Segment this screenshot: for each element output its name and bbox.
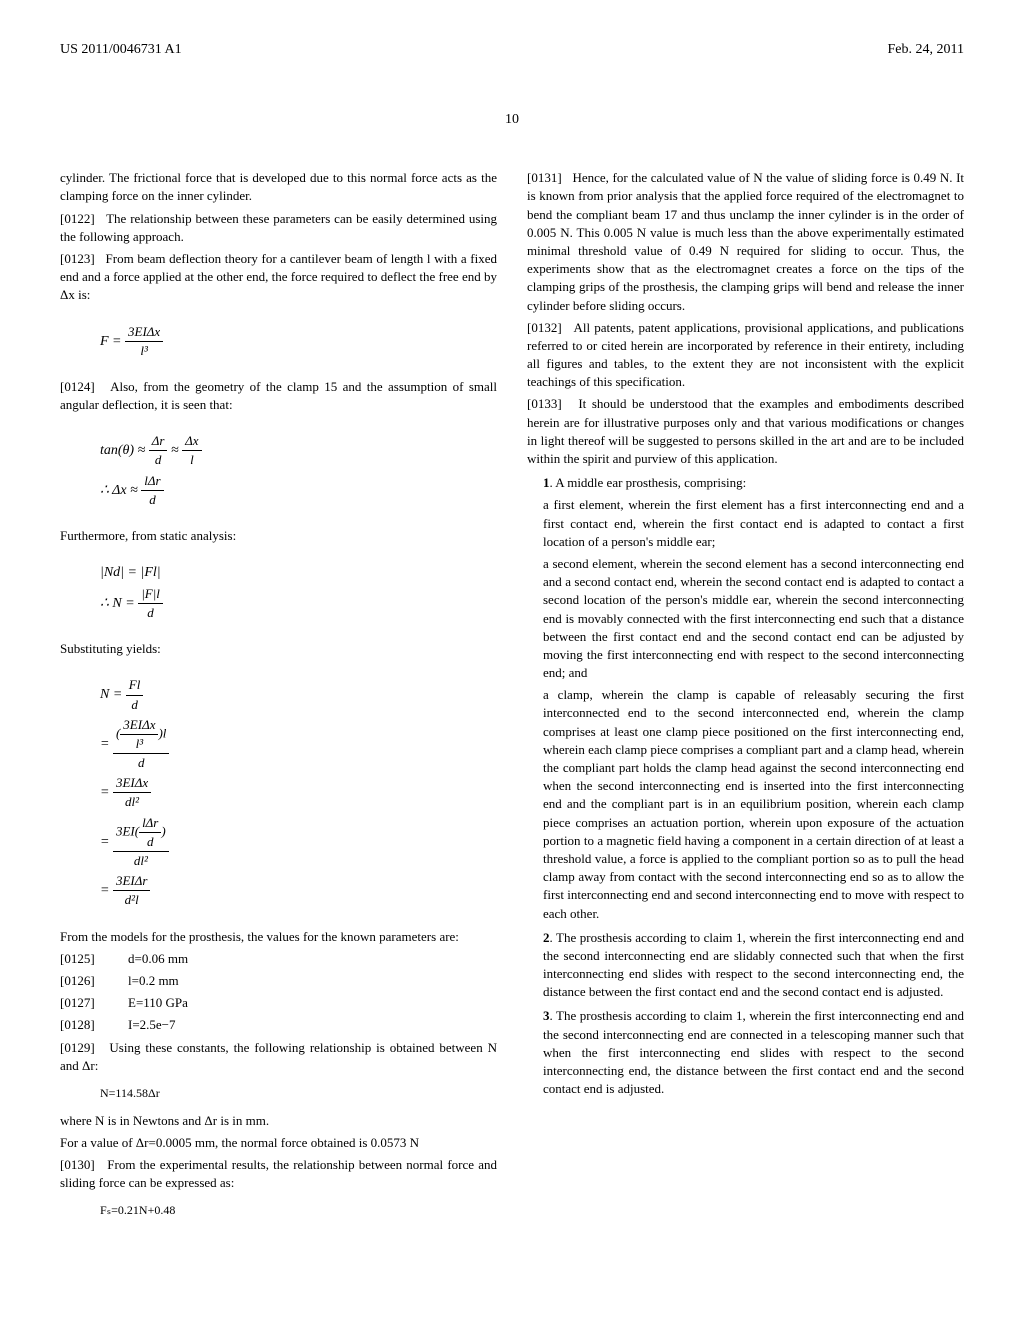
- claim-2-text: . The prosthesis according to claim 1, w…: [543, 930, 964, 1000]
- claim-1-intro: . A middle ear prosthesis, comprising:: [550, 475, 747, 490]
- left-column: cylinder. The frictional force that is d…: [60, 169, 497, 1229]
- para-text-0129: Using these constants, the following rel…: [60, 1040, 497, 1073]
- substituting-text: Substituting yields:: [60, 640, 497, 658]
- para-num-0126: [0126]: [60, 972, 114, 990]
- paragraph-0128: [0128] I=2.5e−7: [60, 1016, 497, 1034]
- para-num-0124: [0124]: [60, 379, 95, 394]
- para-text-0130: From the experimental results, the relat…: [60, 1157, 497, 1190]
- paragraph-0129: [0129] Using these constants, the follow…: [60, 1039, 497, 1075]
- para-text-0122: The relationship between these parameter…: [60, 211, 497, 244]
- right-column: [0131] Hence, for the calculated value o…: [527, 169, 964, 1229]
- claim-2: 2. The prosthesis according to claim 1, …: [527, 929, 964, 1002]
- para-text-0132: All patents, patent applications, provis…: [527, 320, 964, 390]
- paragraph-0127: [0127] E=110 GPa: [60, 994, 497, 1012]
- paragraph-0122: [0122] The relationship between these pa…: [60, 210, 497, 246]
- furthermore-text: Furthermore, from static analysis:: [60, 527, 497, 545]
- continuation-text: cylinder. The frictional force that is d…: [60, 169, 497, 205]
- paragraph-0123: [0123] From beam deflection theory for a…: [60, 250, 497, 305]
- equation-force: F = 3EIΔxl³: [100, 323, 497, 360]
- where-n-text: where N is in Newtons and Δr is in mm.: [60, 1112, 497, 1130]
- para-num-0123: [0123]: [60, 251, 95, 266]
- para-num-0130: [0130]: [60, 1157, 95, 1172]
- para-num-0127: [0127]: [60, 994, 114, 1012]
- claim-3: 3. The prosthesis according to claim 1, …: [527, 1007, 964, 1098]
- claim-1-element-a: a first element, wherein the first eleme…: [527, 496, 964, 551]
- para-text-0127: E=110 GPa: [128, 994, 188, 1012]
- equation-n-relationship: N=114.58Δr: [100, 1085, 497, 1102]
- para-num-0125: [0125]: [60, 950, 114, 968]
- equation-fs: Fₛ=0.21N+0.48: [100, 1202, 497, 1219]
- eq-nd: |Nd| = |Fl|: [100, 563, 497, 583]
- publication-date: Feb. 24, 2011: [888, 40, 964, 60]
- content-columns: cylinder. The frictional force that is d…: [60, 169, 964, 1229]
- claim-1-element-c: a clamp, wherein the clamp is capable of…: [527, 686, 964, 922]
- para-text-0125: d=0.06 mm: [128, 950, 188, 968]
- paragraph-0125: [0125] d=0.06 mm: [60, 950, 497, 968]
- paragraph-0133: [0133] It should be understood that the …: [527, 395, 964, 468]
- patent-number: US 2011/0046731 A1: [60, 40, 182, 60]
- claim-1-element-b: a second element, wherein the second ele…: [527, 555, 964, 682]
- para-num-0131: [0131]: [527, 170, 562, 185]
- from-models-text: From the models for the prosthesis, the …: [60, 928, 497, 946]
- para-text-0133: It should be understood that the example…: [527, 396, 964, 466]
- para-num-0132: [0132]: [527, 320, 562, 335]
- para-num-0133: [0133]: [527, 396, 562, 411]
- equation-substitution: N = Fld = (3EIΔxl³)ld = 3EIΔxdl² = 3EI(l…: [100, 676, 497, 909]
- para-text-0124: Also, from the geometry of the clamp 15 …: [60, 379, 497, 412]
- claim-1: 1. A middle ear prosthesis, comprising:: [527, 474, 964, 492]
- paragraph-0132: [0132] All patents, patent applications,…: [527, 319, 964, 392]
- para-text-0128: I=2.5e−7: [128, 1016, 176, 1034]
- claim-3-text: . The prosthesis according to claim 1, w…: [543, 1008, 964, 1096]
- paragraph-0124: [0124] Also, from the geometry of the cl…: [60, 378, 497, 414]
- para-text-0123: From beam deflection theory for a cantil…: [60, 251, 497, 302]
- para-num-0128: [0128]: [60, 1016, 114, 1034]
- paragraph-0126: [0126] l=0.2 mm: [60, 972, 497, 990]
- page-number: 10: [60, 110, 964, 130]
- para-text-0131: Hence, for the calculated value of N the…: [527, 170, 964, 312]
- paragraph-0131: [0131] Hence, for the calculated value o…: [527, 169, 964, 315]
- para-text-0126: l=0.2 mm: [128, 972, 179, 990]
- for-value-text: For a value of Δr=0.0005 mm, the normal …: [60, 1134, 497, 1152]
- para-num-0129: [0129]: [60, 1040, 95, 1055]
- equation-tan: tan(θ) ≈ Δrd ≈ Δxl ∴ Δx ≈ lΔrd: [100, 432, 497, 509]
- para-num-0122: [0122]: [60, 211, 95, 226]
- paragraph-0130: [0130] From the experimental results, th…: [60, 1156, 497, 1192]
- page-header: US 2011/0046731 A1 Feb. 24, 2011: [60, 40, 964, 60]
- equation-static: |Nd| = |Fl| ∴ N = |F|ld: [100, 563, 497, 622]
